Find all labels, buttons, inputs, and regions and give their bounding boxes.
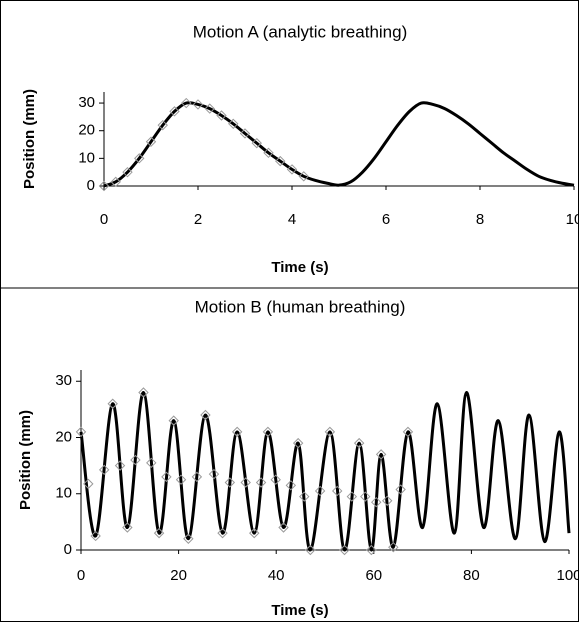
diamond-marker <box>278 522 289 533</box>
diamond-marker <box>98 180 110 192</box>
y-tick-label: 10 <box>55 485 72 502</box>
diamond-marker <box>286 164 298 175</box>
diamond-marker <box>192 99 204 110</box>
diamond-marker <box>388 541 399 553</box>
chart-title: Motion A (analytic breathing) <box>193 22 408 41</box>
diamond-marker <box>204 103 215 114</box>
diamond-marker <box>346 491 358 502</box>
x-tick-label: 20 <box>170 567 187 584</box>
diamond-marker <box>217 527 228 539</box>
diamond-marker <box>208 468 220 480</box>
line <box>79 390 571 552</box>
y-tick-label: 0 <box>87 177 95 194</box>
diamond-marker <box>146 457 157 469</box>
diamond-marker <box>110 176 121 188</box>
x-tick-label: 0 <box>77 567 85 584</box>
diamond-marker <box>292 437 304 449</box>
diamond-marker <box>231 426 243 438</box>
diamond-marker <box>275 155 286 167</box>
diamond-marker <box>402 426 414 438</box>
diamond-marker <box>270 474 281 485</box>
diamond-marker <box>138 387 149 398</box>
diamond-marker <box>314 485 326 497</box>
diamond-marker <box>382 495 393 506</box>
diamond-marker <box>239 128 251 139</box>
diamond-marker <box>228 118 239 130</box>
diamond-marker <box>153 527 165 539</box>
x-tick-label: 80 <box>463 567 480 584</box>
diamond-marker <box>255 477 267 488</box>
x-tick-label: 8 <box>476 211 484 228</box>
diamond-marker <box>157 119 168 131</box>
diamond-marker <box>107 398 118 409</box>
diamond-marker <box>134 153 145 164</box>
diamond-marker <box>90 530 101 542</box>
diamond-marker <box>98 464 110 476</box>
diamond-marker <box>339 544 350 556</box>
diamond-marker <box>224 477 236 488</box>
diamond-marker <box>169 106 180 117</box>
x-axis-title: Time (s) <box>271 602 328 619</box>
diamond-marker <box>360 491 371 502</box>
diamond-marker <box>183 533 194 544</box>
diamond-marker <box>298 171 309 182</box>
y-tick-label: 30 <box>78 94 95 111</box>
diamond-marker <box>114 460 126 471</box>
diamond-marker <box>331 485 343 497</box>
diamond-marker <box>366 544 377 556</box>
diamond-marker <box>191 471 203 483</box>
y-axis-title: Position (mm) <box>17 410 34 510</box>
x-tick-label: 60 <box>365 567 382 584</box>
diamond-marker <box>122 166 133 178</box>
diamond-marker <box>395 484 406 495</box>
diamond-marker <box>353 437 365 449</box>
diamond-marker <box>168 415 179 426</box>
diamond-marker <box>175 474 187 485</box>
y-tick-label: 0 <box>64 541 72 558</box>
diamond-marker <box>251 137 262 149</box>
x-tick-label: 0 <box>100 211 108 228</box>
diamond-marker <box>181 97 192 109</box>
chart-title: Motion B (human breathing) <box>195 297 406 316</box>
diamond-marker <box>285 480 297 491</box>
diamond-marker <box>262 426 274 438</box>
diamond-marker <box>371 496 382 508</box>
diamond-marker <box>263 147 274 159</box>
diamond-marker <box>216 110 227 121</box>
diamond-marker <box>249 527 260 539</box>
y-axis-title: Position (mm) <box>21 89 38 189</box>
diamond-marker <box>305 544 316 556</box>
y-tick-label: 20 <box>78 122 95 139</box>
diamond-marker <box>240 477 251 488</box>
diamond-marker <box>200 409 211 421</box>
x-axis-title: Time (s) <box>271 259 328 276</box>
diamond-marker <box>130 454 141 466</box>
x-tick-label: 10 <box>566 211 579 228</box>
diamond-marker <box>324 426 336 438</box>
diamond-marker <box>161 471 172 483</box>
diamond-marker <box>299 491 310 502</box>
x-tick-label: 2 <box>194 211 202 228</box>
x-tick-label: 100 <box>556 567 579 584</box>
diamond-marker <box>122 522 133 533</box>
diamond-marker <box>145 136 157 147</box>
x-tick-label: 4 <box>288 211 296 228</box>
diamond-marker <box>75 426 87 438</box>
x-tick-label: 6 <box>382 211 390 228</box>
y-tick-label: 20 <box>55 428 72 445</box>
x-tick-label: 40 <box>268 567 285 584</box>
y-tick-label: 10 <box>78 149 95 166</box>
y-tick-label: 30 <box>55 372 72 389</box>
diamond-marker <box>375 449 387 460</box>
diamond-marker <box>83 478 94 490</box>
